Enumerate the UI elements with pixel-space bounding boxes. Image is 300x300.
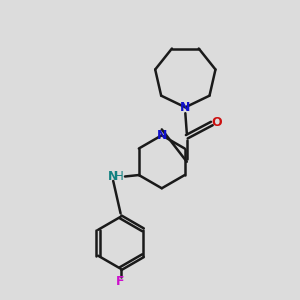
Text: F: F xyxy=(116,275,125,288)
Text: H: H xyxy=(115,170,124,183)
Text: N: N xyxy=(157,129,167,142)
Text: N: N xyxy=(108,170,118,183)
Text: N: N xyxy=(180,101,190,114)
Text: O: O xyxy=(212,116,222,128)
